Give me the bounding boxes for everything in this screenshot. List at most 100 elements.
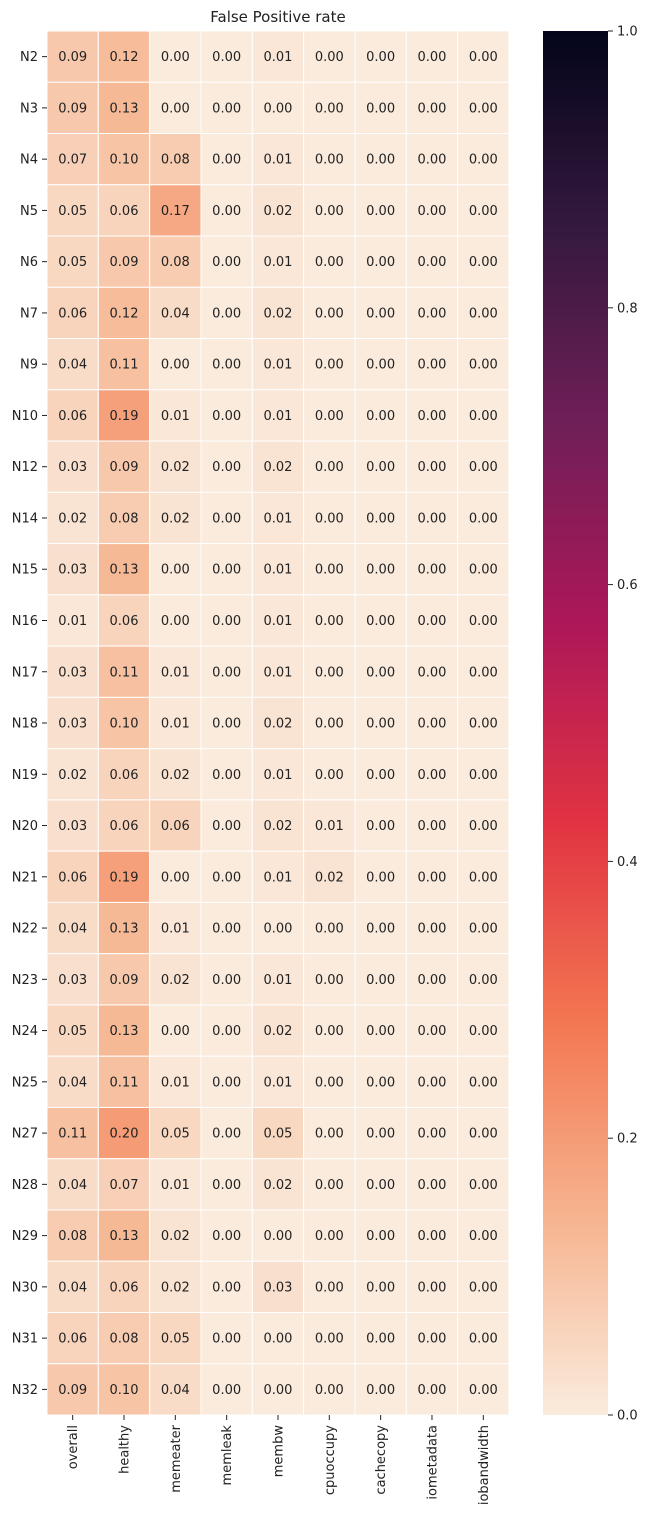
heatmap-cell	[46, 1312, 99, 1365]
colorbar-tick-label: 0.8	[617, 301, 638, 316]
cell-value-label: 0.00	[161, 870, 190, 885]
heatmap-cell	[457, 901, 510, 955]
cell-value-label: 0.00	[417, 1127, 446, 1142]
cell-value-label: 0.00	[212, 1383, 241, 1398]
cell-value-label: 0.02	[161, 768, 190, 783]
cell-value-label: 0.03	[58, 717, 87, 732]
cell-value-label: 0.00	[315, 1024, 344, 1039]
cell-value-label: 0.00	[366, 204, 395, 219]
cell-value-label: 0.06	[58, 409, 87, 424]
row-label: N27	[12, 1127, 38, 1142]
heatmap-cell	[354, 850, 407, 903]
heatmap-cell	[354, 901, 407, 955]
heatmap-cell	[405, 594, 459, 647]
cell-value-label: 0.00	[366, 1280, 395, 1295]
heatmap-cell	[303, 286, 356, 340]
heatmap-cell	[200, 1209, 253, 1262]
cell-value-label: 0.06	[110, 204, 139, 219]
heatmap-cell	[200, 491, 253, 545]
cell-value-label: 0.12	[110, 50, 139, 65]
cell-value-label: 0.00	[417, 511, 446, 526]
cell-value-label: 0.02	[264, 306, 293, 321]
cell-value-label: 0.01	[315, 819, 344, 834]
heatmap-cell	[251, 594, 305, 647]
cell-value-label: 0.00	[366, 1178, 395, 1193]
cell-value-label: 0.00	[212, 1332, 241, 1347]
cell-value-label: 0.00	[315, 1332, 344, 1347]
cell-value-label: 0.02	[58, 768, 87, 783]
heatmap-cell	[251, 748, 305, 801]
heatmap-cell	[200, 901, 253, 955]
cell-value-label: 0.01	[264, 665, 293, 680]
cell-value-label: 0.00	[417, 358, 446, 373]
cell-value-label: 0.00	[417, 255, 446, 270]
cell-value-label: 0.02	[264, 717, 293, 732]
heatmap-cell	[97, 491, 151, 545]
cell-value-label: 0.01	[264, 768, 293, 783]
cell-value-label: 0.01	[264, 614, 293, 629]
cell-value-label: 0.02	[161, 973, 190, 988]
cell-value-label: 0.05	[58, 204, 87, 219]
heatmap-cell	[200, 799, 253, 852]
heatmap-cell	[303, 748, 356, 801]
cell-value-label: 0.00	[315, 306, 344, 321]
heatmap-cell	[200, 1158, 253, 1211]
heatmap-cell	[251, 338, 305, 391]
cell-value-label: 0.04	[58, 922, 87, 937]
heatmap-cell	[354, 645, 407, 698]
cell-value-label: 0.01	[161, 1178, 190, 1193]
cell-value-label: 0.00	[469, 973, 498, 988]
heatmap-cell	[354, 1312, 407, 1365]
cell-value-label: 0.00	[315, 665, 344, 680]
heatmap-cell	[149, 850, 202, 903]
heatmap-cell	[46, 1363, 99, 1416]
heatmap-cell	[251, 1260, 305, 1313]
cell-value-label: 0.01	[264, 358, 293, 373]
cell-value-label: 0.00	[417, 460, 446, 475]
cell-value-label: 0.00	[161, 1024, 190, 1039]
row-label: N25	[12, 1075, 38, 1090]
cell-value-label: 0.00	[366, 153, 395, 168]
row-label: N23	[12, 973, 38, 988]
cell-value-label: 0.01	[264, 255, 293, 270]
heatmap-cell	[457, 235, 510, 288]
heatmap-cell	[97, 1055, 151, 1108]
row-label: N12	[12, 460, 38, 475]
cell-value-label: 0.00	[366, 1024, 395, 1039]
cell-value-label: 0.00	[366, 306, 395, 321]
cell-value-label: 0.17	[161, 204, 190, 219]
cell-value-label: 0.09	[110, 255, 139, 270]
heatmap-cell	[149, 491, 202, 545]
heatmap-cell	[46, 1260, 99, 1313]
heatmap-cell	[97, 1260, 151, 1313]
column-label: memeater	[169, 1424, 184, 1492]
heatmap-cell	[405, 1158, 459, 1211]
heatmap-cell	[405, 491, 459, 545]
row-label: N9	[20, 358, 38, 373]
cell-value-label: 0.02	[161, 511, 190, 526]
cell-value-label: 0.00	[366, 50, 395, 65]
heatmap-cell	[405, 286, 459, 340]
heatmap-cell	[200, 1106, 253, 1160]
cell-value-label: 0.19	[110, 409, 139, 424]
cell-value-label: 0.00	[315, 101, 344, 116]
heatmap-cell	[303, 850, 356, 903]
cell-value-label: 0.09	[58, 101, 87, 116]
heatmap-cell	[97, 184, 151, 237]
heatmap-cell	[354, 491, 407, 545]
heatmap-cell	[97, 748, 151, 801]
heatmap-cell	[46, 543, 99, 596]
cell-value-label: 0.00	[212, 1127, 241, 1142]
heatmap-cell	[46, 133, 99, 186]
cell-value-label: 0.00	[469, 1024, 498, 1039]
cell-value-label: 0.00	[417, 973, 446, 988]
heatmap-cell	[457, 1055, 510, 1108]
cell-value-label: 0.00	[469, 614, 498, 629]
cell-value-label: 0.00	[212, 1229, 241, 1244]
cell-value-label: 0.00	[366, 511, 395, 526]
heatmap-cell	[149, 1363, 202, 1416]
heatmap-cell	[303, 235, 356, 288]
cell-value-label: 0.00	[469, 460, 498, 475]
cell-value-label: 0.08	[110, 1332, 139, 1347]
